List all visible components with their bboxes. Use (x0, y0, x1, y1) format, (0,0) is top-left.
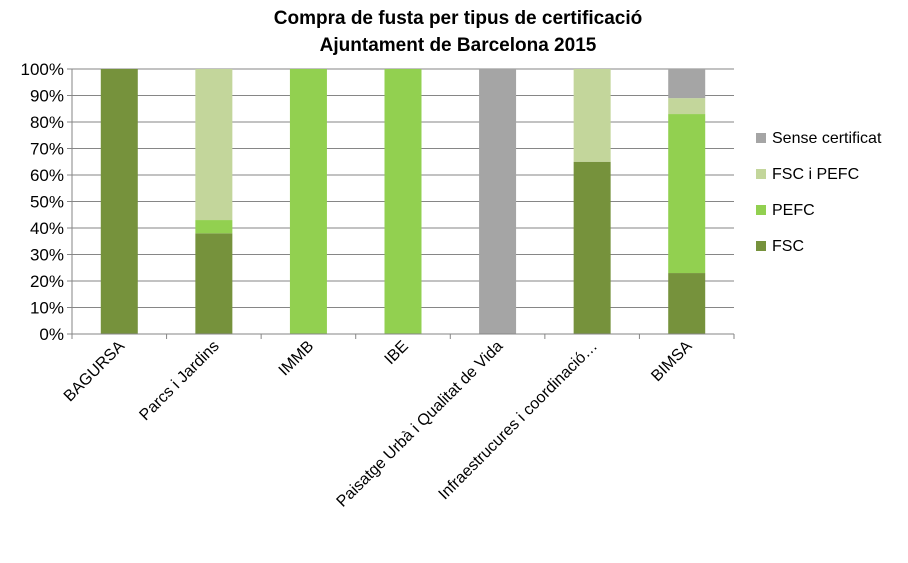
x-tick-label: Infraestrucures i coordinació… (436, 338, 601, 503)
bar-segment-sense-certificat (668, 69, 706, 99)
y-tick-label: 20% (30, 272, 64, 291)
x-tick-label: IBE (382, 338, 412, 368)
bar-segment-fsc-i-pefc (668, 98, 706, 115)
legend-swatch (756, 133, 766, 143)
legend: Sense certificat FSC i PEFC PEFC FSC (756, 130, 882, 255)
y-axis: 0% 10% 20% 30% 40% 50% 60% 70% 80% 90% 100% (21, 60, 73, 344)
bar-segment-fsc (573, 161, 611, 334)
x-tick-label: Paisatge Urbà i Qualitat de Vida (334, 338, 507, 511)
chart-title-line-2: Ajuntament de Barcelona 2015 (320, 35, 597, 56)
bar-segment-pefc (668, 114, 706, 274)
bars (100, 69, 706, 334)
bar-segment-fsc-i-pefc (573, 69, 611, 162)
chart-title: Compra de fusta per tipus de certificaci… (274, 8, 642, 56)
bar-segment-fsc-i-pefc (195, 69, 233, 221)
legend-label: FSC (772, 238, 804, 255)
y-tick-label: 90% (30, 87, 64, 106)
legend-label: Sense certificat (772, 130, 882, 147)
legend-swatch (756, 241, 766, 251)
x-tick-label: Parcs i Jardins (136, 338, 222, 424)
y-tick-label: 40% (30, 219, 64, 238)
y-tick-label: 10% (30, 299, 64, 318)
bar-segment-fsc (668, 273, 706, 334)
bar-segment-fsc (100, 69, 138, 334)
legend-label: FSC i PEFC (772, 166, 859, 183)
bar-segment-fsc (195, 233, 233, 334)
legend-label: PEFC (772, 202, 815, 219)
bar-segment-pefc (195, 220, 233, 234)
y-tick-label: 50% (30, 193, 64, 212)
chart-title-line-1: Compra de fusta per tipus de certificaci… (274, 8, 642, 29)
x-tick-label: BAGURSA (61, 338, 129, 406)
y-tick-label: 80% (30, 113, 64, 132)
x-tick-label: BIMSA (648, 338, 695, 385)
legend-swatch (756, 169, 766, 179)
y-tick-label: 30% (30, 246, 64, 265)
y-tick-label: 60% (30, 166, 64, 185)
bar-segment-pefc (289, 69, 327, 334)
x-tick-label: IMMB (276, 338, 318, 380)
bar-segment-pefc (384, 69, 422, 334)
y-tick-label: 70% (30, 140, 64, 159)
y-tick-label: 100% (21, 60, 64, 79)
y-tick-label: 0% (39, 325, 64, 344)
bar-segment-sense-certificat (479, 69, 517, 334)
legend-swatch (756, 205, 766, 215)
